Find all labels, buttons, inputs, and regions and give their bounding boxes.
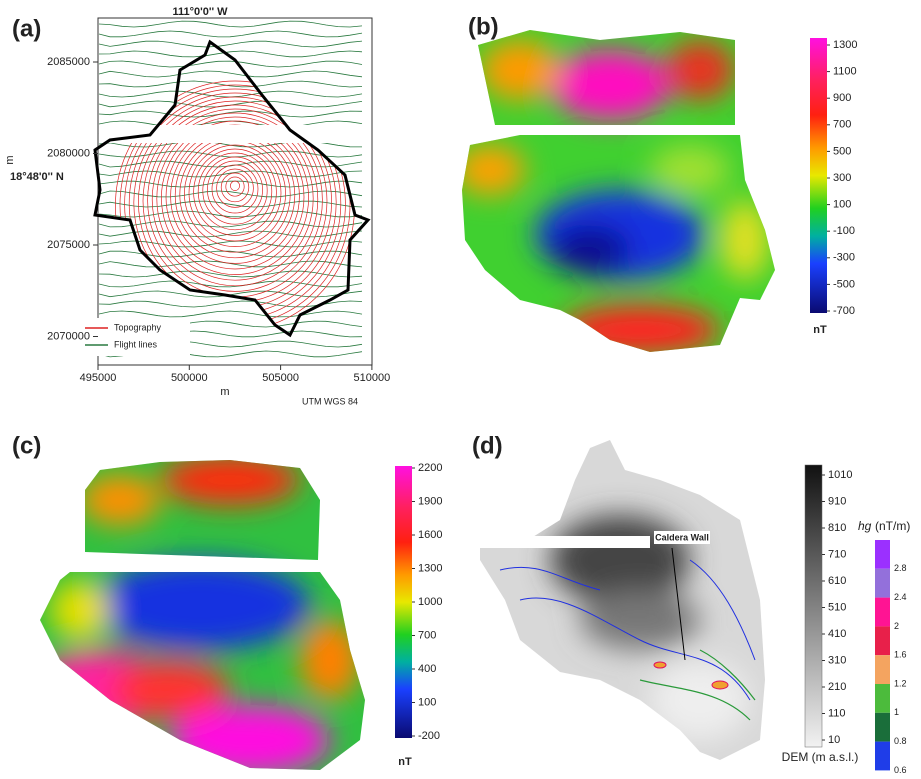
page: {"panels": [ {"label": "(a)", "top_label… (0, 0, 921, 779)
hg-tick-label: 2.4 (894, 592, 907, 602)
x-tick-label: 495000 (80, 372, 117, 384)
colorbar-tick-label: 410 (828, 628, 846, 640)
colorbar-ticks: 2200 1900 1600 1300 1000 700 400 100 -200 (412, 462, 442, 742)
dem-colorbar-ticks: 1010 910 810 710 610 510 410 310 210 110 10 (822, 469, 852, 746)
x-tick-label: 510000 (354, 372, 391, 384)
data-gap (99, 125, 371, 143)
panel-c: 2200 1900 1600 1300 1000 700 400 100 -200 (c) nT (12, 432, 442, 774)
hg-tick-label: 2 (894, 621, 899, 631)
hg-class (875, 713, 890, 742)
hg-colorbar: 2.8 2.4 2 1.6 1.2 1 0.8 0.6 (875, 540, 907, 774)
colorbar-tick-label: 1100 (833, 66, 857, 78)
colorbar-tick-label: -100 (833, 225, 855, 237)
colorbar-tick-label: 1300 (833, 39, 857, 51)
colorbar-tick-label: 100 (418, 696, 436, 708)
panel-a: Topography Flight lines (a) 111°0'0'' W … (4, 6, 390, 406)
figure: Topography Flight lines (a) 111°0'0'' W … (0, 0, 921, 774)
colorbar-tick-label: 110 (828, 707, 846, 719)
colorbar-tick-label: 10 (828, 734, 840, 746)
colorbar-tick-label: -200 (418, 730, 440, 742)
annotation: Caldera Wall (655, 532, 709, 542)
y-tick-label: 2080000 (47, 147, 90, 159)
y-tick-label: 2070000 (47, 330, 90, 342)
hg-tick-label: 0.6 (894, 765, 907, 774)
colorbar-ticks: 1300 1100 900 700 500 300 100 -100 -300 -500 -700 (827, 39, 857, 317)
colorbar-tick-label: 700 (833, 119, 851, 131)
colorbar-tick-label: 2200 (418, 462, 442, 474)
colorbar-tick-label: 100 (833, 199, 851, 211)
colorbar (395, 466, 412, 738)
panel-label: (b) (468, 13, 499, 40)
footnote: UTM WGS 84 (302, 396, 358, 406)
colorbar-tick-label: 900 (833, 92, 851, 104)
panel-b: 13001100900700500300100-100-300-500-700 … (440, 13, 857, 370)
colorbar-tick-label: 810 (828, 522, 846, 534)
x-axis-title: m (220, 386, 229, 398)
colorbar-tick-label: 300 (833, 172, 851, 184)
hg-tick-label: 1.2 (894, 678, 907, 688)
dem-title: DEM (m a.s.l.) (782, 750, 859, 764)
colorbar-tick-label: 1600 (418, 529, 442, 541)
colorbar-tick-label: 510 (828, 601, 846, 613)
colorbar-tick-label: 1010 (828, 469, 852, 481)
hg-class (875, 569, 890, 598)
latitude-label: 18°48'0'' N (10, 171, 64, 183)
colorbar-tick-label: 700 (418, 629, 436, 641)
hg-class (875, 742, 890, 771)
hg-tick-label: 0.8 (894, 736, 907, 746)
hg-class (875, 655, 890, 684)
panel-label: (c) (12, 432, 41, 459)
colorbar-tick-label: 400 (418, 663, 436, 675)
colorbar-tick-label: 610 (828, 575, 846, 587)
hg-class (875, 626, 890, 655)
hg-class (875, 540, 890, 569)
colorbar-tick-label: 1900 (418, 495, 442, 507)
panel-label: (d) (472, 432, 503, 459)
x-tick-label: 505000 (262, 372, 299, 384)
panel-d: Caldera Wall 101091081071061051041031021… (460, 430, 910, 774)
legend-label: Topography (114, 322, 162, 332)
hg-symbol: hg (858, 519, 872, 533)
colorbar (810, 38, 827, 313)
hg-tick-label: 1 (894, 707, 899, 717)
data-gap (480, 536, 650, 548)
magnetic-map (30, 450, 380, 774)
hg-class (875, 598, 890, 627)
colorbar-tick-label: 500 (833, 145, 851, 157)
colorbar-tick-label: 210 (828, 681, 846, 693)
colorbar-tick-label: 1300 (418, 562, 442, 574)
colorbar-unit: nT (398, 756, 412, 768)
dem-map (460, 430, 780, 770)
colorbar-tick-label: 310 (828, 654, 846, 666)
y-tick-label: 2085000 (47, 56, 90, 68)
hg-tick-label: 1.6 (894, 650, 907, 660)
colorbar-tick-label: -500 (833, 278, 855, 290)
colorbar-unit: nT (813, 324, 827, 336)
hg-class (875, 684, 890, 713)
colorbar-tick-label: 710 (828, 548, 846, 560)
x-tick-label: 500000 (171, 372, 208, 384)
y-tick-label: 2075000 (47, 239, 90, 251)
hg-tick-label: 2.8 (894, 563, 907, 573)
y-axis-title: m (4, 155, 16, 164)
colorbar-tick-label: -300 (833, 252, 855, 264)
body: Topography Flight lines (a) 111°0'0'' W … (0, 0, 921, 779)
magnetic-map (440, 20, 800, 370)
legend-label: Flight lines (114, 339, 158, 349)
dem-colorbar (805, 465, 822, 747)
longitude-label: 111°0'0'' W (172, 6, 228, 18)
colorbar-tick-label: 1000 (418, 596, 442, 608)
hg-unit: (nT/m) (875, 519, 910, 533)
colorbar-tick-label: 910 (828, 495, 846, 507)
colorbar-tick-label: -700 (833, 305, 855, 317)
panel-label: (a) (12, 15, 41, 42)
